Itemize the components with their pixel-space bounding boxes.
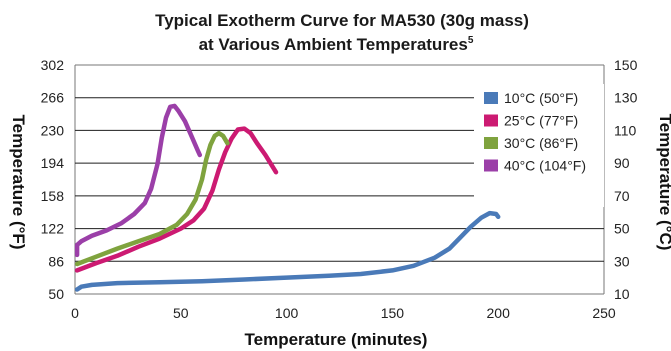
- legend-swatch-2: [484, 114, 498, 127]
- right-tick-label: 70: [614, 188, 630, 204]
- left-tick-label: 302: [41, 57, 65, 73]
- right-tick-label: 110: [614, 122, 637, 138]
- x-tick-labels: 0 50 100 150 200 250: [71, 305, 616, 321]
- left-tick-label: 50: [48, 286, 64, 302]
- legend-swatch-3: [484, 137, 498, 149]
- right-tick-label: 150: [614, 57, 638, 73]
- left-tick-label: 266: [41, 90, 65, 106]
- right-tick-label: 130: [614, 90, 638, 106]
- left-tick-label: 122: [41, 221, 65, 237]
- legend-label-1: 10°C (50°F): [504, 90, 578, 106]
- chart-title-line2: at Various Ambient Temperatures5: [199, 35, 474, 54]
- x-tick-label: 250: [592, 305, 616, 321]
- x-tick-label: 100: [275, 305, 299, 321]
- chart-title-line2-text: at Various Ambient Temperatures: [199, 35, 468, 54]
- series-group: [74, 103, 501, 292]
- right-tick-labels: 10 30 50 70 90 110 130 150: [614, 57, 638, 302]
- legend-label-2: 25°C (77°F): [504, 113, 578, 129]
- left-tick-label: 194: [41, 155, 65, 171]
- left-tick-label: 158: [41, 188, 65, 204]
- series-line-2: [74, 126, 279, 273]
- right-tick-label: 10: [614, 286, 630, 302]
- x-tick-label: 50: [173, 305, 189, 321]
- legend-swatch-4: [484, 159, 498, 172]
- left-tick-labels: 50 86 122 158 194 230 266 302: [41, 57, 65, 302]
- series-line-1: [74, 210, 501, 292]
- left-tick-label: 230: [41, 122, 65, 138]
- legend-label-3: 30°C (86°F): [504, 135, 578, 151]
- chart-title-superscript: 5: [468, 35, 474, 46]
- legend: 10°C (50°F) 25°C (77°F) 30°C (86°F) 40°C (1…: [474, 84, 604, 207]
- x-tick-label: 200: [487, 305, 511, 321]
- legend-swatch-1: [484, 92, 498, 104]
- legend-label-4: 40°C (104°F): [504, 158, 586, 174]
- y-axis-title-right: Temperature (°C): [656, 114, 671, 251]
- chart-title-line1: Typical Exotherm Curve for MA530 (30g ma…: [155, 11, 529, 30]
- y-axis-title-left: Temperature (°F): [9, 115, 28, 250]
- right-tick-label: 30: [614, 253, 630, 269]
- right-tick-label: 50: [614, 221, 630, 237]
- series-line-3: [74, 130, 230, 267]
- series-line-4: [74, 103, 203, 258]
- x-axis-title: Temperature (minutes): [245, 330, 428, 349]
- plot-area: [74, 64, 605, 295]
- right-tick-label: 90: [614, 155, 630, 171]
- x-tick-label: 0: [71, 305, 79, 321]
- x-tick-label: 150: [381, 305, 405, 321]
- left-tick-label: 86: [48, 253, 64, 269]
